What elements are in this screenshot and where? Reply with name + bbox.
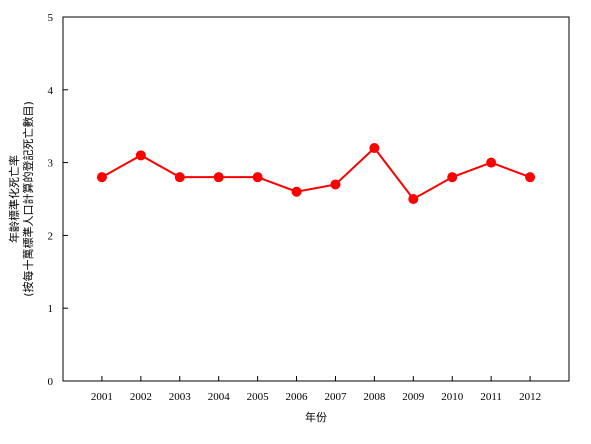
data-point <box>369 143 380 154</box>
x-tick-label: 2012 <box>519 391 541 403</box>
data-point <box>486 157 497 168</box>
data-point <box>408 194 419 204</box>
data-point <box>447 172 458 183</box>
data-point <box>174 172 185 183</box>
plot-frame <box>62 16 570 382</box>
data-point <box>135 150 146 161</box>
x-tick-label: 2008 <box>363 391 386 403</box>
x-axis-title: 年份 <box>305 410 327 424</box>
y-tick-label: 5 <box>48 12 54 24</box>
y-tick-label: 1 <box>48 303 54 315</box>
x-tick-label: 2002 <box>130 391 152 403</box>
x-tick-label: 2005 <box>247 391 270 403</box>
data-point <box>213 172 224 183</box>
y-tick-label: 0 <box>48 376 54 388</box>
y-tick-label: 2 <box>48 230 54 242</box>
y-axis-title-line1: 年齡標準化死亡率 <box>7 155 21 243</box>
x-axis: 2001 2002 2003 2004 2005 2006 2007 2008 2009 2010… <box>91 376 541 403</box>
y-tick-label: 4 <box>48 85 54 97</box>
data-point <box>252 172 263 183</box>
x-tick-label: 2001 <box>91 391 113 403</box>
series-line <box>101 146 531 201</box>
y-axis-title-line2: (按每十萬標準人口計算的登記死亡數目) <box>21 101 35 297</box>
data-point <box>525 172 536 183</box>
y-axis: 0 1 2 3 4 5 <box>48 12 68 388</box>
x-tick-label: 2011 <box>480 391 502 403</box>
data-points <box>96 143 536 204</box>
data-point <box>291 186 302 197</box>
x-tick-label: 2007 <box>324 391 347 403</box>
x-tick-label: 2009 <box>402 391 425 403</box>
y-tick-label: 3 <box>48 158 54 170</box>
x-tick-label: 2006 <box>286 391 309 403</box>
data-point <box>96 172 107 183</box>
x-tick-label: 2004 <box>208 391 231 403</box>
data-point <box>330 179 341 190</box>
x-tick-label: 2003 <box>169 391 192 403</box>
x-tick-label: 2010 <box>441 391 464 403</box>
